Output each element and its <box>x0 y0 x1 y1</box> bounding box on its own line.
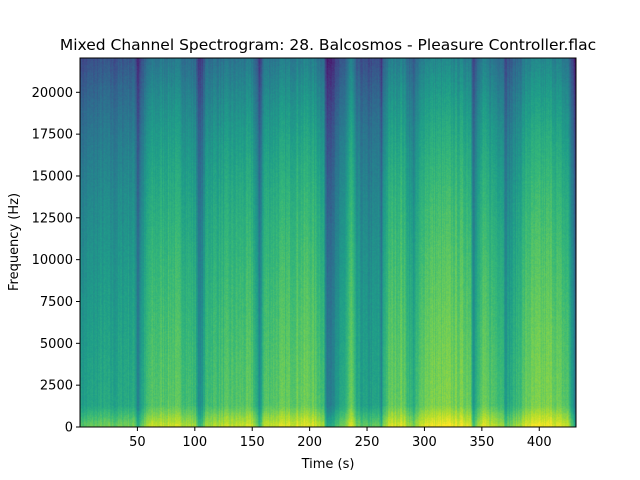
y-tick-label: 20000 <box>32 86 73 101</box>
y-tick-label: 2500 <box>40 379 73 394</box>
x-tick-label: 350 <box>469 435 494 450</box>
y-tick-label: 15000 <box>32 169 73 184</box>
spectrogram-heatmap <box>80 58 576 427</box>
y-tick-label: 17500 <box>32 128 73 143</box>
y-tick-label: 10000 <box>32 253 73 268</box>
x-tick-label: 400 <box>527 435 552 450</box>
y-tick-label: 5000 <box>40 337 73 352</box>
y-axis-label: Frequency (Hz) <box>7 193 22 291</box>
x-tick-label: 150 <box>240 435 265 450</box>
y-tick-label: 12500 <box>32 211 73 226</box>
x-tick-label: 250 <box>355 435 380 450</box>
x-tick-label: 100 <box>182 435 207 450</box>
x-tick-label: 300 <box>412 435 437 450</box>
x-tick-label: 200 <box>297 435 322 450</box>
plot-area <box>79 57 577 428</box>
y-tick-label: 0 <box>65 421 73 436</box>
x-tick-label: 50 <box>129 435 146 450</box>
y-axis-ticks: 0 2500 5000 7500 10000 12500 15000 17500 20000 <box>32 86 80 436</box>
plot-frame <box>79 57 577 428</box>
y-tick-label: 7500 <box>40 295 73 310</box>
chart-title: Mixed Channel Spectrogram: 28. Balcosmos… <box>60 36 596 54</box>
x-axis-label: Time (s) <box>301 457 355 472</box>
x-axis-ticks: 50 100 150 200 250 300 350 400 <box>129 427 552 450</box>
